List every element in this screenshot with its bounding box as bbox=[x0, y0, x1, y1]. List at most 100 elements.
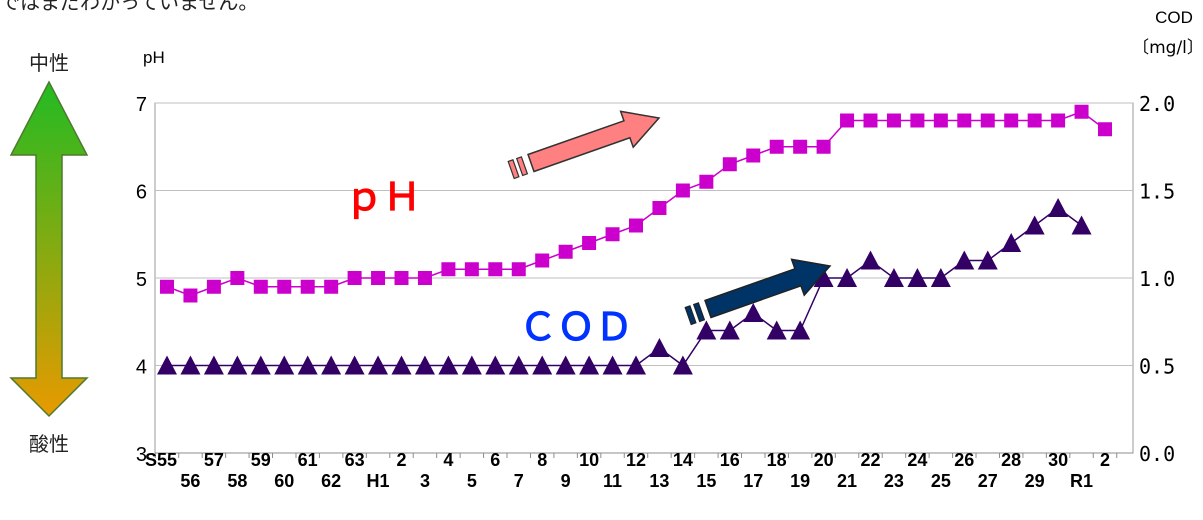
cod-data-point bbox=[649, 338, 670, 357]
ph-data-point bbox=[394, 271, 409, 285]
right-axis-tick-label: 2.0 bbox=[1139, 92, 1175, 116]
cod-trend-arrow-stripe bbox=[692, 302, 706, 323]
ph-data-point bbox=[324, 279, 339, 294]
right-axis-title: COD bbox=[1155, 8, 1193, 27]
cod-data-point bbox=[321, 355, 342, 375]
ph-data-point bbox=[886, 113, 901, 128]
cod-trend-arrow bbox=[684, 258, 832, 326]
neutral-label: 中性 bbox=[29, 51, 69, 75]
right-axis-tick-label: 1.5 bbox=[1139, 180, 1175, 204]
cod-data-point bbox=[719, 320, 740, 340]
x-tick-label: 28 bbox=[1001, 450, 1021, 470]
x-tick-label: 5 bbox=[467, 471, 477, 491]
cod-data-point bbox=[344, 355, 365, 375]
cod-data-point bbox=[274, 355, 295, 375]
x-tick-label: 6 bbox=[490, 450, 500, 470]
cod-data-point bbox=[579, 355, 600, 375]
ph-data-point bbox=[746, 148, 761, 163]
ph-data-point bbox=[277, 279, 292, 294]
x-tick-label: 2 bbox=[396, 450, 406, 470]
cod-data-point bbox=[438, 355, 459, 375]
cod-series-line bbox=[167, 207, 1082, 367]
cod-data-point bbox=[414, 355, 435, 375]
x-tick-label: S55 bbox=[145, 450, 177, 470]
x-tick-label: 9 bbox=[561, 471, 571, 491]
x-tick-label: 2 bbox=[1100, 450, 1110, 470]
x-tick-label: 7 bbox=[514, 471, 524, 491]
left-axis-title: pH bbox=[143, 48, 165, 67]
ph-data-point bbox=[1027, 113, 1042, 128]
ph-data-point bbox=[417, 271, 432, 285]
ph-data-point bbox=[558, 244, 573, 259]
x-tick-label: 25 bbox=[931, 471, 951, 491]
x-tick-label: R1 bbox=[1070, 471, 1093, 491]
x-tick-label: 14 bbox=[673, 450, 693, 470]
ph-data-point bbox=[840, 113, 855, 128]
ph-data-point bbox=[230, 271, 245, 285]
cod-data-point bbox=[485, 355, 506, 375]
left-axis-tick-label: 3 bbox=[136, 444, 147, 466]
x-tick-label: 21 bbox=[837, 471, 857, 491]
ph-data-point bbox=[933, 113, 948, 128]
cod-data-point bbox=[157, 355, 177, 375]
cod-data-point bbox=[907, 268, 928, 287]
ph-data-point bbox=[980, 113, 995, 128]
ph-data-point bbox=[183, 288, 198, 303]
ph-data-point bbox=[699, 174, 714, 189]
cod-data-point bbox=[461, 355, 482, 375]
ph-series-label: ｐＨ bbox=[345, 175, 421, 220]
cod-data-point bbox=[227, 355, 248, 375]
cod-data-point bbox=[555, 355, 576, 375]
x-tick-label: 60 bbox=[274, 471, 294, 491]
ph-data-point bbox=[1051, 113, 1066, 128]
x-tick-label: 29 bbox=[1025, 471, 1045, 491]
ph-data-point bbox=[816, 139, 831, 154]
ph-trend-arrow-stripe bbox=[507, 159, 520, 180]
ph-data-point bbox=[535, 253, 550, 268]
ph-data-point bbox=[582, 236, 597, 250]
x-tick-label: 22 bbox=[860, 450, 880, 470]
cod-data-point bbox=[883, 268, 904, 287]
ph-data-point bbox=[441, 262, 456, 277]
x-tick-label: 16 bbox=[720, 450, 740, 470]
cod-data-point bbox=[368, 355, 389, 375]
x-tick-label: 59 bbox=[251, 450, 271, 470]
cod-data-point bbox=[977, 250, 998, 270]
ph-data-point bbox=[605, 227, 620, 242]
cod-trend-arrow-body bbox=[704, 258, 832, 319]
cod-data-point bbox=[391, 355, 412, 375]
x-tick-label: 56 bbox=[180, 471, 200, 491]
x-tick-label: 3 bbox=[420, 471, 430, 491]
top-caption: ではまだわかっていません。 bbox=[0, 0, 259, 14]
acidity-double-arrow bbox=[9, 80, 89, 418]
x-tick-label: 13 bbox=[649, 471, 669, 491]
cod-data-point bbox=[766, 320, 787, 340]
x-tick-label: 57 bbox=[204, 450, 224, 470]
ph-data-point bbox=[371, 271, 386, 285]
ph-data-point bbox=[1098, 122, 1112, 137]
x-tick-label: 24 bbox=[907, 450, 927, 470]
x-tick-label: 27 bbox=[978, 471, 998, 491]
cod-data-point bbox=[532, 355, 553, 375]
ph-data-point bbox=[863, 113, 878, 128]
right-axis-tick-label: 1.0 bbox=[1139, 267, 1175, 291]
acidic-label: 酸性 bbox=[29, 432, 69, 456]
ph-data-point bbox=[300, 279, 315, 294]
cod-data-point bbox=[250, 355, 271, 375]
ph-data-point bbox=[160, 279, 174, 294]
cod-series-label: ＣＯＤ bbox=[519, 305, 633, 349]
cod-data-point bbox=[696, 320, 717, 340]
x-tick-label: 62 bbox=[321, 471, 341, 491]
x-tick-label: 12 bbox=[626, 450, 646, 470]
cod-data-point bbox=[930, 268, 951, 287]
ph-data-point bbox=[511, 262, 526, 277]
cod-trend-arrow-stripe bbox=[684, 305, 697, 326]
right-axis-unit: 〔mg/l〕 bbox=[1132, 38, 1203, 58]
left-axis-tick-label: 4 bbox=[136, 357, 147, 379]
left-axis-tick-label: 7 bbox=[136, 94, 147, 116]
ph-trend-arrow bbox=[507, 110, 661, 180]
ph-data-point bbox=[722, 157, 737, 172]
cod-data-point bbox=[954, 250, 975, 270]
ph-data-point bbox=[253, 279, 268, 294]
